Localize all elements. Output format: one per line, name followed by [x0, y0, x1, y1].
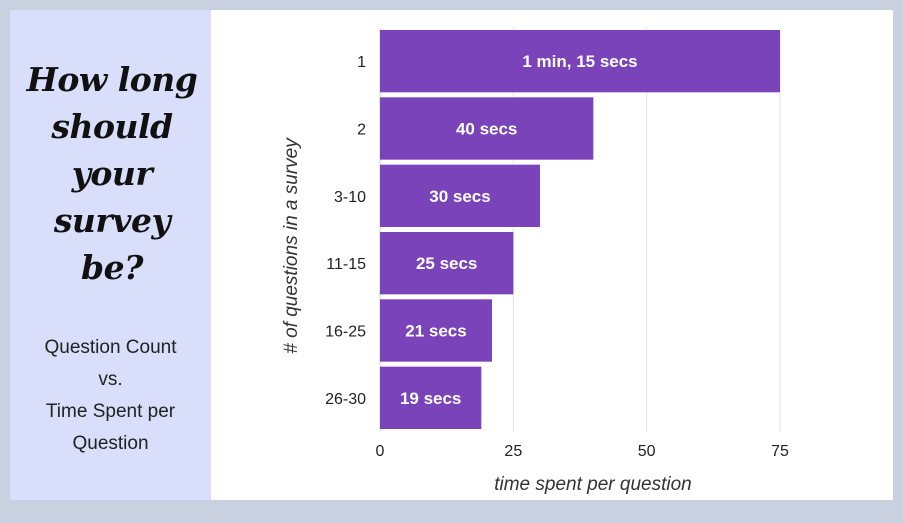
- bar: [380, 232, 514, 295]
- title-line: survey be?: [53, 201, 171, 287]
- bar-data-label: 21 secs: [405, 322, 466, 341]
- y-tick-label: 26-30: [325, 391, 366, 408]
- subtitle-line: Time Spent per: [45, 401, 176, 422]
- bar-data-label: 19 secs: [400, 389, 461, 408]
- bar: [380, 164, 540, 227]
- sidebar-panel: How long should your survey be? Question…: [10, 10, 211, 500]
- title-line: your: [71, 154, 153, 193]
- bar: [380, 30, 780, 93]
- bar-data-label: 25 secs: [416, 254, 477, 273]
- y-tick-label: 11-15: [326, 256, 366, 273]
- bar-data-label: 40 secs: [456, 120, 517, 139]
- bar-data-label: 30 secs: [429, 187, 490, 206]
- x-tick-label: 25: [504, 443, 522, 460]
- title-line: should: [51, 107, 173, 146]
- infographic-subtitle: Question Count vs. Time Spent per Questi…: [10, 332, 211, 460]
- x-axis-label: time spent per question: [494, 474, 692, 495]
- bar: [380, 299, 492, 362]
- subtitle-line: Question: [72, 433, 149, 454]
- bar: [380, 97, 594, 160]
- y-tick-label: 2: [357, 122, 366, 139]
- bar-data-label: 1 min, 15 secs: [522, 52, 637, 71]
- infographic-title: How long should your survey be?: [22, 56, 202, 291]
- bar: [380, 366, 482, 429]
- y-tick-label: 3-10: [334, 189, 366, 206]
- y-axis-label: # of questions in a survey: [281, 137, 302, 354]
- title-line: How long: [26, 60, 198, 99]
- x-tick-label: 75: [771, 443, 789, 460]
- y-tick-label: 16-25: [325, 324, 366, 341]
- x-tick-label: 50: [638, 443, 656, 460]
- subtitle-line: vs.: [98, 369, 123, 390]
- y-tick-label: 1: [357, 54, 366, 71]
- subtitle-line: Question Count: [44, 337, 177, 358]
- x-tick-label: 0: [376, 443, 385, 460]
